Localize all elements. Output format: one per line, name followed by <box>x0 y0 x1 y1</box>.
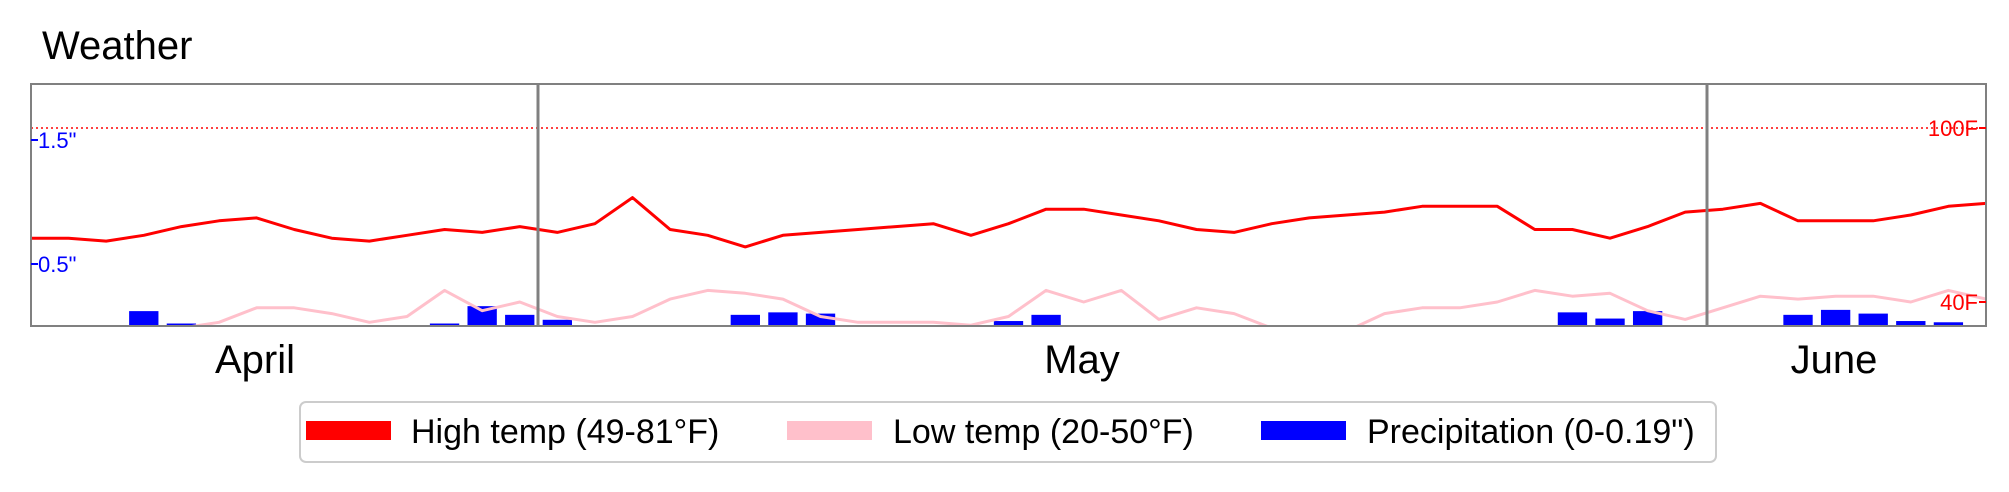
legend-frame <box>299 401 1717 463</box>
legend-swatch-precip <box>1261 421 1346 440</box>
legend-swatch-high <box>306 421 391 440</box>
precip-bar-27 <box>1031 314 1061 326</box>
precip-bar-43 <box>1632 311 1663 326</box>
plot-area: 0.5" 1.5" 40F 100F <box>30 83 1987 327</box>
month-labels: April May June <box>215 338 1877 382</box>
legend-swatch-low <box>787 421 872 440</box>
month-label-may: May <box>1044 338 1120 382</box>
chart-title: Weather <box>42 24 192 68</box>
precip-bar-19 <box>730 314 760 326</box>
precip-bar-4 <box>166 323 197 326</box>
month-label-june: June <box>1791 338 1878 382</box>
precip-bar-26 <box>993 321 1024 326</box>
precip-bar-14 <box>542 319 573 326</box>
legend-label-low: Low temp (20-50°F) <box>893 413 1194 451</box>
plot-frame <box>30 83 1987 327</box>
right-tick-label-1: 100F <box>1928 116 1978 141</box>
precip-bar-42 <box>1595 318 1625 326</box>
plot-inner <box>31 127 1986 326</box>
precip-bar-41 <box>1557 312 1588 326</box>
precip-bar-3 <box>129 311 159 326</box>
low-temp-line <box>185 288 1986 326</box>
precip-bar-51 <box>1933 322 1964 326</box>
legend-label-high: High temp (49-81°F) <box>411 413 719 451</box>
legend: High temp (49-81°F) Low temp (20-50°F) P… <box>299 401 1717 463</box>
month-label-april: April <box>215 338 295 382</box>
precip-bar-49 <box>1858 313 1888 326</box>
precip-bar-11 <box>429 323 460 326</box>
precip-bar-13 <box>505 314 535 326</box>
legend-label-precip: Precipitation (0-0.19") <box>1367 413 1695 451</box>
precip-bar-47 <box>1783 314 1813 326</box>
precip-bar-12 <box>467 306 497 326</box>
high-temp-line <box>31 196 1986 249</box>
left-tick-label-0: 0.5" <box>38 252 76 277</box>
right-tick-label-0: 40F <box>1940 290 1978 315</box>
precip-bar-50 <box>1896 321 1926 326</box>
left-tick-label-1: 1.5" <box>38 128 76 153</box>
precip-bar-20 <box>768 312 798 326</box>
precip-bar-48 <box>1820 309 1851 326</box>
